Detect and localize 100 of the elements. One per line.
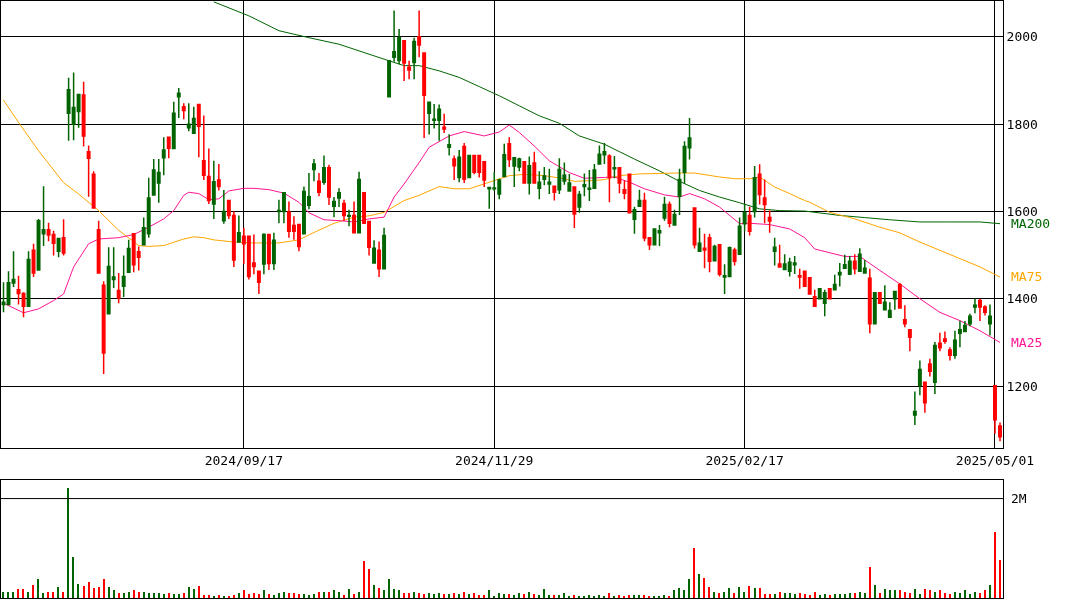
- bar: [874, 584, 876, 598]
- bar: [188, 586, 190, 598]
- bar: [503, 593, 505, 598]
- candlestick: [166, 136, 171, 159]
- candlestick: [902, 304, 907, 328]
- candlestick: [86, 144, 91, 198]
- candlestick: [632, 205, 637, 235]
- bar: [313, 593, 315, 598]
- bar: [213, 595, 215, 598]
- bar: [143, 591, 145, 598]
- candlestick: [772, 236, 777, 267]
- bar: [889, 589, 891, 598]
- bar: [463, 591, 465, 598]
- bar: [764, 593, 766, 598]
- bar: [448, 593, 450, 598]
- candlestick: [181, 102, 186, 121]
- bar: [333, 589, 335, 598]
- candlestick: [392, 9, 397, 63]
- bar: [678, 587, 680, 598]
- bar: [879, 592, 881, 598]
- bar: [819, 594, 821, 598]
- candlestick: [221, 189, 226, 225]
- bar: [7, 591, 9, 598]
- candlestick: [342, 198, 346, 222]
- candlestick: [707, 233, 712, 273]
- bar: [508, 593, 510, 598]
- candlestick: [96, 219, 101, 274]
- bar: [378, 587, 380, 598]
- candlestick: [442, 112, 447, 134]
- candlestick: [417, 9, 422, 59]
- bar: [613, 595, 615, 598]
- bar: [57, 586, 59, 598]
- bar: [804, 593, 806, 598]
- bar: [573, 594, 575, 598]
- bar: [814, 591, 816, 598]
- candlestick: [311, 158, 316, 183]
- candlestick: [837, 262, 842, 288]
- candlestick: [512, 157, 517, 188]
- candlestick: [332, 196, 336, 218]
- bar: [779, 591, 781, 598]
- candlestick: [717, 243, 722, 278]
- bar: [368, 568, 370, 598]
- candlestick: [737, 216, 742, 256]
- bar: [93, 587, 95, 598]
- bar: [403, 592, 405, 598]
- bar: [493, 595, 495, 598]
- bar: [243, 589, 245, 598]
- bar: [653, 595, 655, 598]
- bar: [538, 594, 540, 598]
- bar: [298, 593, 300, 598]
- bar: [939, 589, 941, 598]
- candlestick: [897, 282, 902, 309]
- bar: [738, 586, 740, 598]
- candlestick: [171, 101, 176, 150]
- bar: [113, 589, 115, 598]
- candlestick: [261, 232, 266, 276]
- candlestick: [216, 163, 221, 192]
- bar: [754, 587, 756, 598]
- y-tick-label: 1400: [1006, 291, 1038, 307]
- bar: [954, 591, 956, 598]
- bar: [358, 591, 360, 598]
- bar: [628, 594, 630, 598]
- bar: [428, 592, 430, 598]
- bar: [163, 593, 165, 598]
- candlestick: [502, 143, 507, 178]
- bar: [52, 591, 54, 598]
- bar: [784, 592, 786, 598]
- bar: [683, 589, 685, 598]
- bar: [543, 588, 545, 598]
- bar: [839, 593, 841, 598]
- candlestick: [932, 341, 937, 395]
- x-tick-label: 2024/11/29: [455, 452, 534, 468]
- bar: [283, 591, 285, 598]
- candlestick: [917, 359, 922, 397]
- bar: [743, 591, 745, 598]
- line-series: [3, 99, 1001, 278]
- bar: [794, 593, 796, 598]
- bar: [518, 592, 520, 598]
- candlestick: [757, 163, 762, 206]
- bar: [969, 593, 971, 598]
- bar: [728, 587, 730, 598]
- candlestick: [967, 312, 972, 328]
- bar: [17, 588, 19, 598]
- candlestick: [327, 164, 331, 206]
- bar: [638, 594, 640, 598]
- candlestick: [792, 255, 797, 275]
- bar: [944, 592, 946, 598]
- bar: [964, 589, 966, 598]
- candlestick: [372, 239, 377, 264]
- bar: [318, 591, 320, 598]
- candlestick: [952, 329, 957, 360]
- bar: [748, 585, 750, 598]
- candlestick: [867, 267, 872, 335]
- candlestick: [752, 165, 757, 219]
- bar: [548, 594, 550, 598]
- bar: [273, 594, 275, 598]
- ref-line-label: 2M: [1011, 491, 1027, 506]
- bar: [809, 594, 811, 598]
- bar: [22, 588, 24, 598]
- bar: [593, 595, 595, 598]
